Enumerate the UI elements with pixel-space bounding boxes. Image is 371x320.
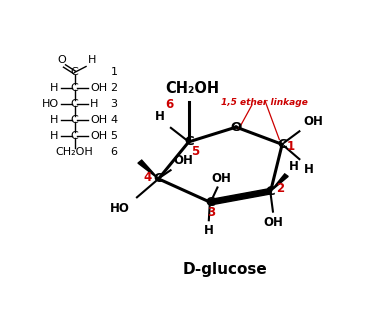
Text: H: H — [204, 224, 214, 237]
Polygon shape — [210, 188, 271, 205]
Text: 6: 6 — [165, 99, 173, 111]
Text: CH₂OH: CH₂OH — [165, 81, 219, 96]
Text: C: C — [206, 196, 215, 209]
Text: C: C — [71, 83, 78, 93]
Text: OH: OH — [91, 83, 108, 93]
Text: H: H — [50, 131, 59, 141]
Text: 2: 2 — [276, 182, 284, 195]
Text: 3: 3 — [208, 206, 216, 219]
Polygon shape — [138, 160, 158, 179]
Text: C: C — [71, 131, 78, 141]
Text: 3: 3 — [111, 99, 118, 109]
Text: H: H — [88, 55, 97, 65]
Text: 2: 2 — [111, 83, 118, 93]
Text: OH: OH — [212, 172, 232, 185]
Text: H: H — [155, 110, 165, 123]
Text: H: H — [289, 160, 299, 173]
Text: 4: 4 — [144, 171, 152, 184]
Polygon shape — [271, 174, 288, 191]
Text: C: C — [266, 185, 275, 198]
Text: OH: OH — [304, 115, 324, 128]
Text: D-glucose: D-glucose — [182, 262, 267, 277]
Text: 5: 5 — [191, 145, 199, 158]
Text: H: H — [91, 99, 99, 109]
Text: O: O — [57, 55, 66, 65]
Text: 6: 6 — [111, 147, 118, 157]
Text: O: O — [230, 121, 242, 134]
Text: H: H — [50, 83, 59, 93]
Text: OH: OH — [174, 154, 193, 167]
Text: C: C — [71, 68, 78, 77]
Text: H: H — [304, 163, 313, 176]
Text: 1: 1 — [111, 68, 118, 77]
Text: C: C — [154, 172, 163, 185]
Text: OH: OH — [91, 131, 108, 141]
Text: C: C — [71, 115, 78, 125]
Text: 1,5 ether linkage: 1,5 ether linkage — [221, 98, 308, 107]
Text: CH₂OH: CH₂OH — [56, 147, 93, 157]
Text: 4: 4 — [111, 115, 118, 125]
Text: HO: HO — [110, 202, 130, 215]
Text: C: C — [278, 138, 287, 151]
Text: HO: HO — [42, 99, 59, 109]
Text: C: C — [71, 99, 78, 109]
Text: 5: 5 — [111, 131, 118, 141]
Text: C: C — [184, 135, 194, 148]
Text: OH: OH — [263, 216, 283, 229]
Text: 1: 1 — [287, 140, 295, 153]
Text: H: H — [50, 115, 59, 125]
Text: OH: OH — [91, 115, 108, 125]
